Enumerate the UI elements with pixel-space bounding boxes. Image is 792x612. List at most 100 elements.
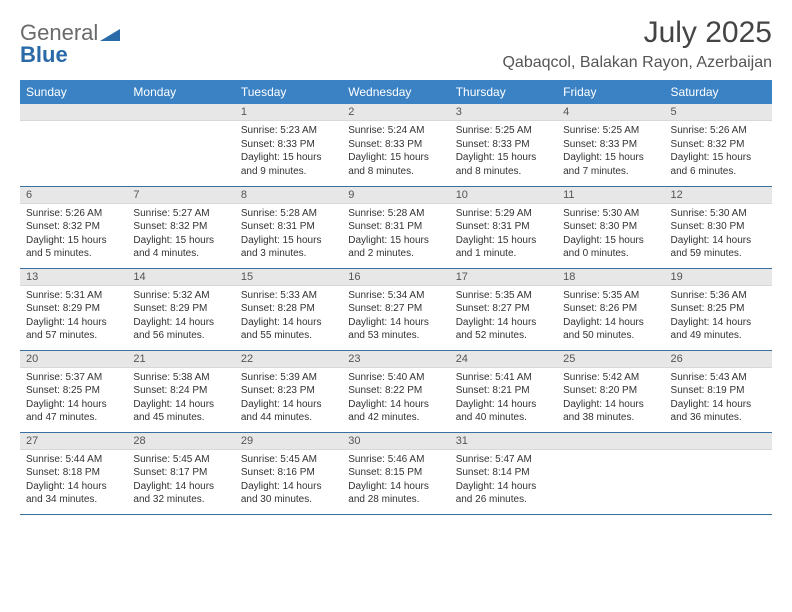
calendar-week-row: 13Sunrise: 5:31 AMSunset: 8:29 PMDayligh… bbox=[20, 268, 772, 350]
sunset-text: Sunset: 8:31 PM bbox=[456, 220, 551, 234]
sunrise-text: Sunrise: 5:40 AM bbox=[348, 371, 443, 385]
sunset-text: Sunset: 8:18 PM bbox=[26, 466, 121, 480]
sunset-text: Sunset: 8:33 PM bbox=[348, 138, 443, 152]
sunset-text: Sunset: 8:31 PM bbox=[348, 220, 443, 234]
sunrise-text: Sunrise: 5:29 AM bbox=[456, 207, 551, 221]
sunrise-text: Sunrise: 5:30 AM bbox=[563, 207, 658, 221]
day-body: Sunrise: 5:30 AMSunset: 8:30 PMDaylight:… bbox=[665, 204, 772, 265]
calendar-day-cell: 12Sunrise: 5:30 AMSunset: 8:30 PMDayligh… bbox=[665, 186, 772, 268]
day-body: Sunrise: 5:25 AMSunset: 8:33 PMDaylight:… bbox=[450, 121, 557, 182]
sunrise-text: Sunrise: 5:27 AM bbox=[133, 207, 228, 221]
sunrise-text: Sunrise: 5:38 AM bbox=[133, 371, 228, 385]
sunrise-text: Sunrise: 5:26 AM bbox=[26, 207, 121, 221]
sunset-text: Sunset: 8:31 PM bbox=[241, 220, 336, 234]
weekday-header: Saturday bbox=[665, 80, 772, 104]
day-body: Sunrise: 5:47 AMSunset: 8:14 PMDaylight:… bbox=[450, 450, 557, 511]
day-number: 28 bbox=[127, 433, 234, 450]
daylight-text: Daylight: 14 hours and 38 minutes. bbox=[563, 398, 658, 425]
daylight-text: Daylight: 14 hours and 44 minutes. bbox=[241, 398, 336, 425]
daylight-text: Daylight: 14 hours and 36 minutes. bbox=[671, 398, 766, 425]
day-body: Sunrise: 5:25 AMSunset: 8:33 PMDaylight:… bbox=[557, 121, 664, 182]
daylight-text: Daylight: 15 hours and 7 minutes. bbox=[563, 151, 658, 178]
day-number: 10 bbox=[450, 187, 557, 204]
day-body: Sunrise: 5:32 AMSunset: 8:29 PMDaylight:… bbox=[127, 286, 234, 347]
daylight-text: Daylight: 15 hours and 8 minutes. bbox=[348, 151, 443, 178]
day-number: 7 bbox=[127, 187, 234, 204]
calendar-day-cell: 24Sunrise: 5:41 AMSunset: 8:21 PMDayligh… bbox=[450, 350, 557, 432]
calendar-day-cell: 29Sunrise: 5:45 AMSunset: 8:16 PMDayligh… bbox=[235, 432, 342, 514]
day-body: Sunrise: 5:28 AMSunset: 8:31 PMDaylight:… bbox=[342, 204, 449, 265]
daylight-text: Daylight: 15 hours and 2 minutes. bbox=[348, 234, 443, 261]
sunrise-text: Sunrise: 5:45 AM bbox=[241, 453, 336, 467]
day-number: 18 bbox=[557, 269, 664, 286]
day-body: Sunrise: 5:44 AMSunset: 8:18 PMDaylight:… bbox=[20, 450, 127, 511]
day-number bbox=[665, 433, 772, 450]
sunset-text: Sunset: 8:14 PM bbox=[456, 466, 551, 480]
weekday-header: Sunday bbox=[20, 80, 127, 104]
day-body: Sunrise: 5:34 AMSunset: 8:27 PMDaylight:… bbox=[342, 286, 449, 347]
day-number bbox=[127, 104, 234, 121]
sunrise-text: Sunrise: 5:44 AM bbox=[26, 453, 121, 467]
sunset-text: Sunset: 8:21 PM bbox=[456, 384, 551, 398]
daylight-text: Daylight: 14 hours and 28 minutes. bbox=[348, 480, 443, 507]
day-body: Sunrise: 5:42 AMSunset: 8:20 PMDaylight:… bbox=[557, 368, 664, 429]
weekday-header: Monday bbox=[127, 80, 234, 104]
daylight-text: Daylight: 15 hours and 9 minutes. bbox=[241, 151, 336, 178]
day-number bbox=[20, 104, 127, 121]
sunrise-text: Sunrise: 5:47 AM bbox=[456, 453, 551, 467]
daylight-text: Daylight: 15 hours and 6 minutes. bbox=[671, 151, 766, 178]
sunset-text: Sunset: 8:33 PM bbox=[456, 138, 551, 152]
weekday-header: Tuesday bbox=[235, 80, 342, 104]
daylight-text: Daylight: 14 hours and 45 minutes. bbox=[133, 398, 228, 425]
sunrise-text: Sunrise: 5:26 AM bbox=[671, 124, 766, 138]
calendar-day-cell bbox=[557, 432, 664, 514]
calendar-week-row: 20Sunrise: 5:37 AMSunset: 8:25 PMDayligh… bbox=[20, 350, 772, 432]
sunrise-text: Sunrise: 5:37 AM bbox=[26, 371, 121, 385]
header: GeneralBlue July 2025 Qabaqcol, Balakan … bbox=[20, 16, 772, 72]
calendar-day-cell: 3Sunrise: 5:25 AMSunset: 8:33 PMDaylight… bbox=[450, 104, 557, 186]
daylight-text: Daylight: 14 hours and 40 minutes. bbox=[456, 398, 551, 425]
calendar-day-cell: 17Sunrise: 5:35 AMSunset: 8:27 PMDayligh… bbox=[450, 268, 557, 350]
sunset-text: Sunset: 8:24 PM bbox=[133, 384, 228, 398]
daylight-text: Daylight: 14 hours and 55 minutes. bbox=[241, 316, 336, 343]
daylight-text: Daylight: 14 hours and 59 minutes. bbox=[671, 234, 766, 261]
day-body: Sunrise: 5:26 AMSunset: 8:32 PMDaylight:… bbox=[665, 121, 772, 182]
sunrise-text: Sunrise: 5:42 AM bbox=[563, 371, 658, 385]
calendar-day-cell bbox=[127, 104, 234, 186]
day-number: 31 bbox=[450, 433, 557, 450]
calendar-day-cell: 30Sunrise: 5:46 AMSunset: 8:15 PMDayligh… bbox=[342, 432, 449, 514]
calendar-week-row: 1Sunrise: 5:23 AMSunset: 8:33 PMDaylight… bbox=[20, 104, 772, 186]
sunrise-text: Sunrise: 5:28 AM bbox=[241, 207, 336, 221]
sunset-text: Sunset: 8:16 PM bbox=[241, 466, 336, 480]
daylight-text: Daylight: 14 hours and 49 minutes. bbox=[671, 316, 766, 343]
daylight-text: Daylight: 14 hours and 50 minutes. bbox=[563, 316, 658, 343]
daylight-text: Daylight: 14 hours and 34 minutes. bbox=[26, 480, 121, 507]
day-number: 4 bbox=[557, 104, 664, 121]
calendar-week-row: 27Sunrise: 5:44 AMSunset: 8:18 PMDayligh… bbox=[20, 432, 772, 514]
day-body: Sunrise: 5:43 AMSunset: 8:19 PMDaylight:… bbox=[665, 368, 772, 429]
day-body bbox=[665, 450, 772, 457]
daylight-text: Daylight: 14 hours and 47 minutes. bbox=[26, 398, 121, 425]
day-number: 29 bbox=[235, 433, 342, 450]
daylight-text: Daylight: 14 hours and 42 minutes. bbox=[348, 398, 443, 425]
sunset-text: Sunset: 8:27 PM bbox=[348, 302, 443, 316]
calendar-day-cell: 26Sunrise: 5:43 AMSunset: 8:19 PMDayligh… bbox=[665, 350, 772, 432]
sunset-text: Sunset: 8:33 PM bbox=[563, 138, 658, 152]
calendar-day-cell: 1Sunrise: 5:23 AMSunset: 8:33 PMDaylight… bbox=[235, 104, 342, 186]
calendar-day-cell: 23Sunrise: 5:40 AMSunset: 8:22 PMDayligh… bbox=[342, 350, 449, 432]
day-number: 9 bbox=[342, 187, 449, 204]
logo-triangle-icon bbox=[100, 27, 120, 46]
calendar-day-cell bbox=[20, 104, 127, 186]
day-body: Sunrise: 5:39 AMSunset: 8:23 PMDaylight:… bbox=[235, 368, 342, 429]
day-number: 27 bbox=[20, 433, 127, 450]
day-body: Sunrise: 5:31 AMSunset: 8:29 PMDaylight:… bbox=[20, 286, 127, 347]
day-body: Sunrise: 5:35 AMSunset: 8:26 PMDaylight:… bbox=[557, 286, 664, 347]
calendar-day-cell: 16Sunrise: 5:34 AMSunset: 8:27 PMDayligh… bbox=[342, 268, 449, 350]
sunrise-text: Sunrise: 5:41 AM bbox=[456, 371, 551, 385]
day-body bbox=[20, 121, 127, 128]
calendar-day-cell: 10Sunrise: 5:29 AMSunset: 8:31 PMDayligh… bbox=[450, 186, 557, 268]
daylight-text: Daylight: 14 hours and 56 minutes. bbox=[133, 316, 228, 343]
day-body: Sunrise: 5:29 AMSunset: 8:31 PMDaylight:… bbox=[450, 204, 557, 265]
sunset-text: Sunset: 8:15 PM bbox=[348, 466, 443, 480]
calendar-day-cell: 9Sunrise: 5:28 AMSunset: 8:31 PMDaylight… bbox=[342, 186, 449, 268]
